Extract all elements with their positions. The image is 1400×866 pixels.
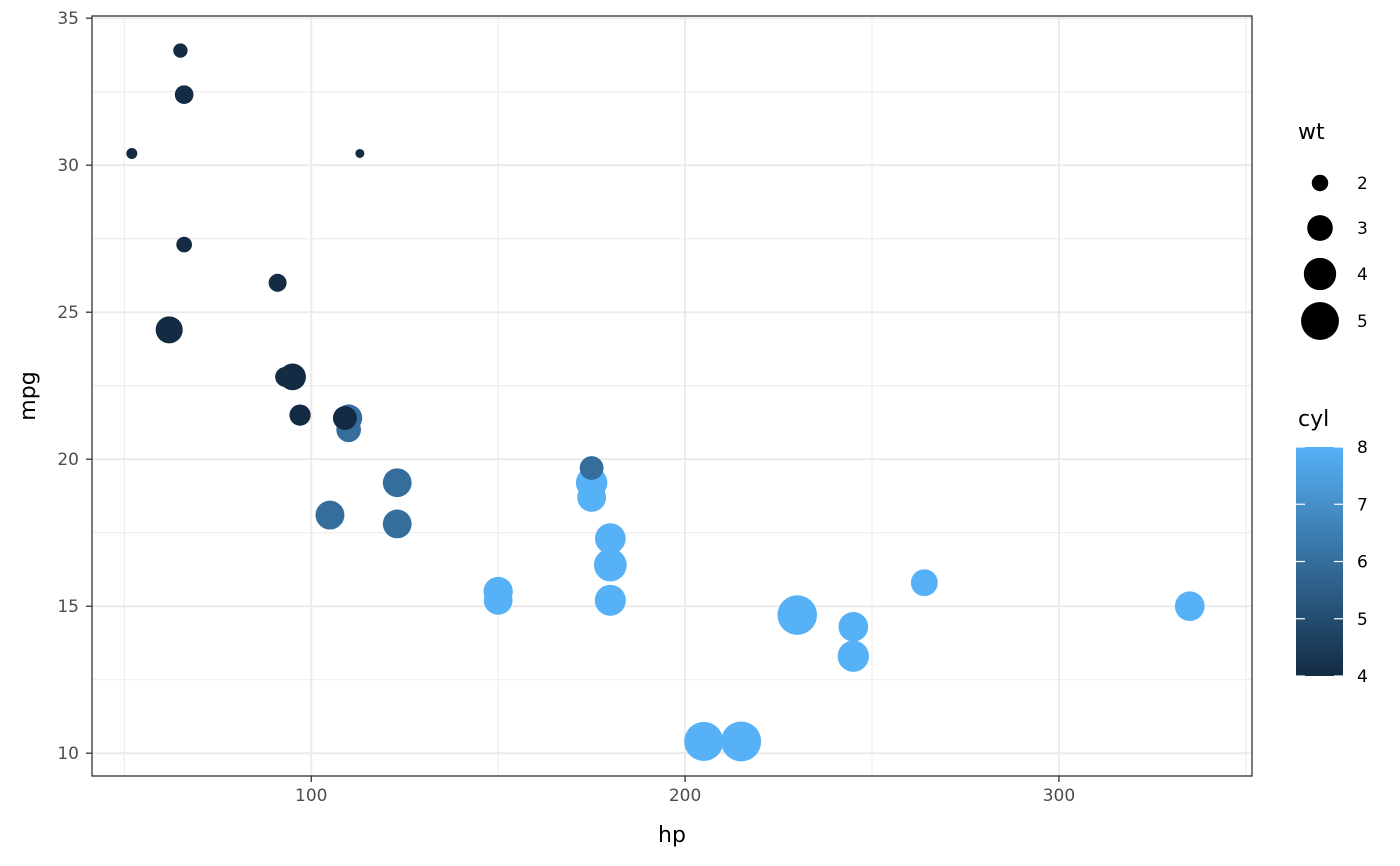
size-legend-key <box>1303 257 1337 291</box>
color-legend: cyl 4 5 6 7 8 <box>1296 407 1368 687</box>
data-point <box>837 640 869 672</box>
size-legend-key <box>1311 174 1329 192</box>
x-tick-label: 100 <box>295 786 327 806</box>
x-tick-label: 200 <box>669 786 701 806</box>
data-point <box>721 721 762 762</box>
size-legend-label: 2 <box>1357 174 1368 194</box>
size-legend-label: 3 <box>1357 219 1368 239</box>
panel-border <box>91 15 1253 777</box>
data-point <box>1174 591 1205 622</box>
x-axis-title: hp <box>658 823 686 848</box>
size-legend-key <box>1307 215 1333 241</box>
data-point <box>382 468 412 498</box>
data-point <box>332 406 357 431</box>
y-tick-label: 25 <box>57 303 79 323</box>
data-point <box>126 147 138 159</box>
data-point <box>279 363 306 391</box>
data-point <box>579 456 604 480</box>
y-axis-title: mpg <box>16 371 41 420</box>
color-legend-label: 4 <box>1357 667 1368 687</box>
y-tick-label: 20 <box>57 450 79 470</box>
data-point <box>594 523 626 554</box>
data-point <box>174 85 194 104</box>
data-point <box>483 585 513 615</box>
data-point <box>382 509 412 539</box>
data-point <box>173 43 188 58</box>
color-legend-label: 7 <box>1357 495 1368 515</box>
x-tick-label: 300 <box>1043 786 1075 806</box>
data-points <box>126 43 1205 762</box>
y-tick-label: 30 <box>57 156 79 176</box>
size-legend-label: 4 <box>1357 265 1368 285</box>
data-point <box>594 584 626 616</box>
x-axis: 100 200 300 <box>295 776 1075 806</box>
size-legend: wt 2 3 4 5 <box>1298 120 1368 340</box>
color-legend-label: 5 <box>1357 610 1368 630</box>
size-legend-title: wt <box>1298 120 1325 145</box>
data-point <box>684 721 724 762</box>
data-point <box>268 273 287 292</box>
color-legend-label: 6 <box>1357 553 1368 573</box>
data-point <box>777 595 818 635</box>
color-legend-label: 8 <box>1357 438 1368 458</box>
data-point <box>838 611 869 642</box>
data-point <box>910 569 938 597</box>
y-tick-label: 10 <box>57 744 79 764</box>
data-point <box>315 500 345 530</box>
data-point <box>289 404 311 426</box>
color-legend-title: cyl <box>1298 407 1329 432</box>
size-legend-label: 5 <box>1357 312 1368 332</box>
data-point <box>176 236 192 253</box>
y-axis: 10 15 20 25 30 35 <box>57 9 92 764</box>
y-tick-label: 35 <box>57 9 79 29</box>
y-tick-label: 15 <box>57 597 79 617</box>
data-point <box>155 316 183 344</box>
major-gridlines <box>92 16 1252 776</box>
data-point <box>593 548 627 582</box>
size-legend-key <box>1301 302 1339 340</box>
data-point <box>355 148 365 158</box>
